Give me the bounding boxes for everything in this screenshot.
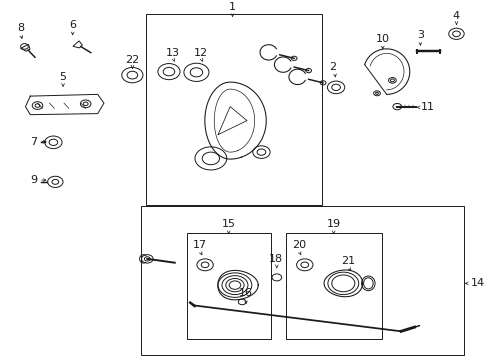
Text: 22: 22 (125, 55, 139, 64)
Text: 18: 18 (268, 254, 283, 264)
Bar (285, 233, 381, 339)
Text: 19: 19 (326, 219, 340, 229)
Text: 16: 16 (239, 288, 252, 298)
Text: 7: 7 (30, 136, 38, 147)
Text: 20: 20 (291, 240, 305, 250)
Text: 2: 2 (328, 62, 336, 72)
Text: 11: 11 (421, 102, 434, 112)
Bar (186, 233, 270, 339)
Text: 13: 13 (166, 48, 180, 58)
Text: 12: 12 (194, 48, 208, 58)
Polygon shape (20, 44, 30, 51)
Text: 21: 21 (340, 256, 354, 266)
Text: 3: 3 (416, 30, 423, 40)
Bar (141, 206, 463, 355)
Text: 1: 1 (228, 2, 236, 12)
Text: 4: 4 (452, 11, 459, 21)
Polygon shape (73, 41, 82, 48)
Text: 15: 15 (221, 219, 235, 229)
Text: 8: 8 (17, 23, 24, 33)
Bar (145, 14, 321, 204)
Text: 9: 9 (30, 175, 38, 185)
Text: 14: 14 (470, 278, 484, 288)
Text: 6: 6 (69, 19, 76, 30)
Text: 10: 10 (375, 33, 389, 44)
Text: 5: 5 (60, 72, 66, 82)
Text: 17: 17 (192, 240, 206, 250)
